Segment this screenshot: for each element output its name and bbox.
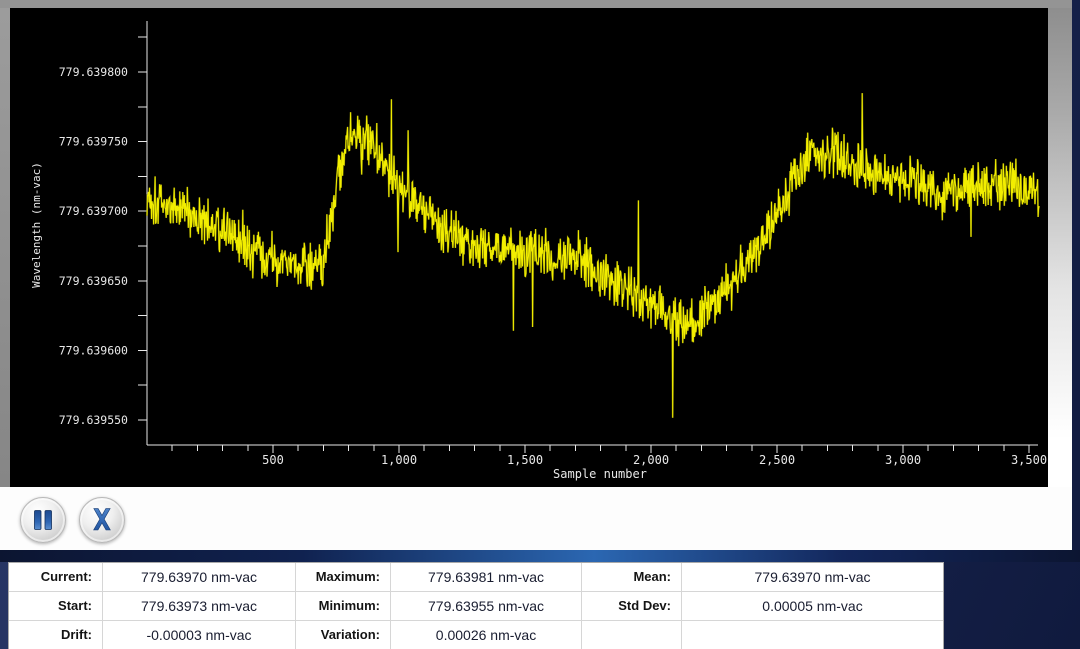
wavelength-strip-chart: 779.639550 779.639600 779.639650 779.639700… xyxy=(30,21,1047,481)
close-icon: X xyxy=(93,503,112,538)
chart-frame: 779.639550 779.639600 779.639650 779.639700… xyxy=(0,0,1072,552)
pause-icon xyxy=(34,510,52,530)
stat-label-stddev: Std Dev: xyxy=(582,592,682,621)
pause-button[interactable] xyxy=(20,497,66,543)
stat-value-start: 779.63973 nm-vac xyxy=(103,592,296,621)
stat-label-variation: Variation: xyxy=(296,621,391,649)
x-tick-label: 3,500 xyxy=(1011,453,1047,467)
x-tick-label: 1,000 xyxy=(381,453,417,467)
y-axis-title: Wavelength (nm-vac) xyxy=(30,162,43,288)
stat-value-maximum: 779.63981 nm-vac xyxy=(391,563,582,592)
y-tick-label: 779.639700 xyxy=(59,204,128,218)
y-tick-label: 779.639550 xyxy=(59,413,128,427)
x-axis-title: Sample number xyxy=(553,467,647,481)
stat-label-start: Start: xyxy=(9,592,103,621)
stat-label-mean: Mean: xyxy=(582,563,682,592)
stat-label-minimum: Minimum: xyxy=(296,592,391,621)
x-tick-label: 500 xyxy=(262,453,284,467)
y-tick-label: 779.639800 xyxy=(59,65,128,79)
frame-left-bevel xyxy=(0,8,10,487)
x-tick-label: 3,000 xyxy=(885,453,921,467)
trace-line xyxy=(146,93,1040,418)
stat-value-current: 779.63970 nm-vac xyxy=(103,563,296,592)
stat-value-minimum: 779.63955 nm-vac xyxy=(391,592,582,621)
frame-right-bevel xyxy=(1048,8,1072,487)
frame-top-bevel xyxy=(0,0,1072,8)
stat-value-drift: -0.00003 nm-vac xyxy=(103,621,296,649)
close-button[interactable]: X xyxy=(79,497,125,543)
stat-value-variation: 0.00026 nm-vac xyxy=(391,621,582,649)
stats-table: Current: 779.63970 nm-vac Maximum: 779.6… xyxy=(8,562,944,649)
x-tick-label: 2,500 xyxy=(759,453,795,467)
stat-label-empty xyxy=(582,621,682,649)
x-tick-label: 1,500 xyxy=(507,453,543,467)
stat-value-empty xyxy=(682,621,943,649)
stat-label-drift: Drift: xyxy=(9,621,103,649)
chart-canvas: 779.639550 779.639600 779.639650 779.639700… xyxy=(10,8,1048,487)
close-glyph: X xyxy=(93,503,111,537)
x-tick-label: 2,000 xyxy=(633,453,669,467)
stat-label-maximum: Maximum: xyxy=(296,563,391,592)
stat-label-current: Current: xyxy=(9,563,103,592)
stat-value-stddev: 0.00005 nm-vac xyxy=(682,592,943,621)
stat-value-mean: 779.63970 nm-vac xyxy=(682,563,943,592)
y-tick-label: 779.639600 xyxy=(59,343,128,357)
y-tick-label: 779.639650 xyxy=(59,274,128,288)
y-tick-label: 779.639750 xyxy=(59,135,128,149)
accent-divider-bar xyxy=(0,550,1080,562)
